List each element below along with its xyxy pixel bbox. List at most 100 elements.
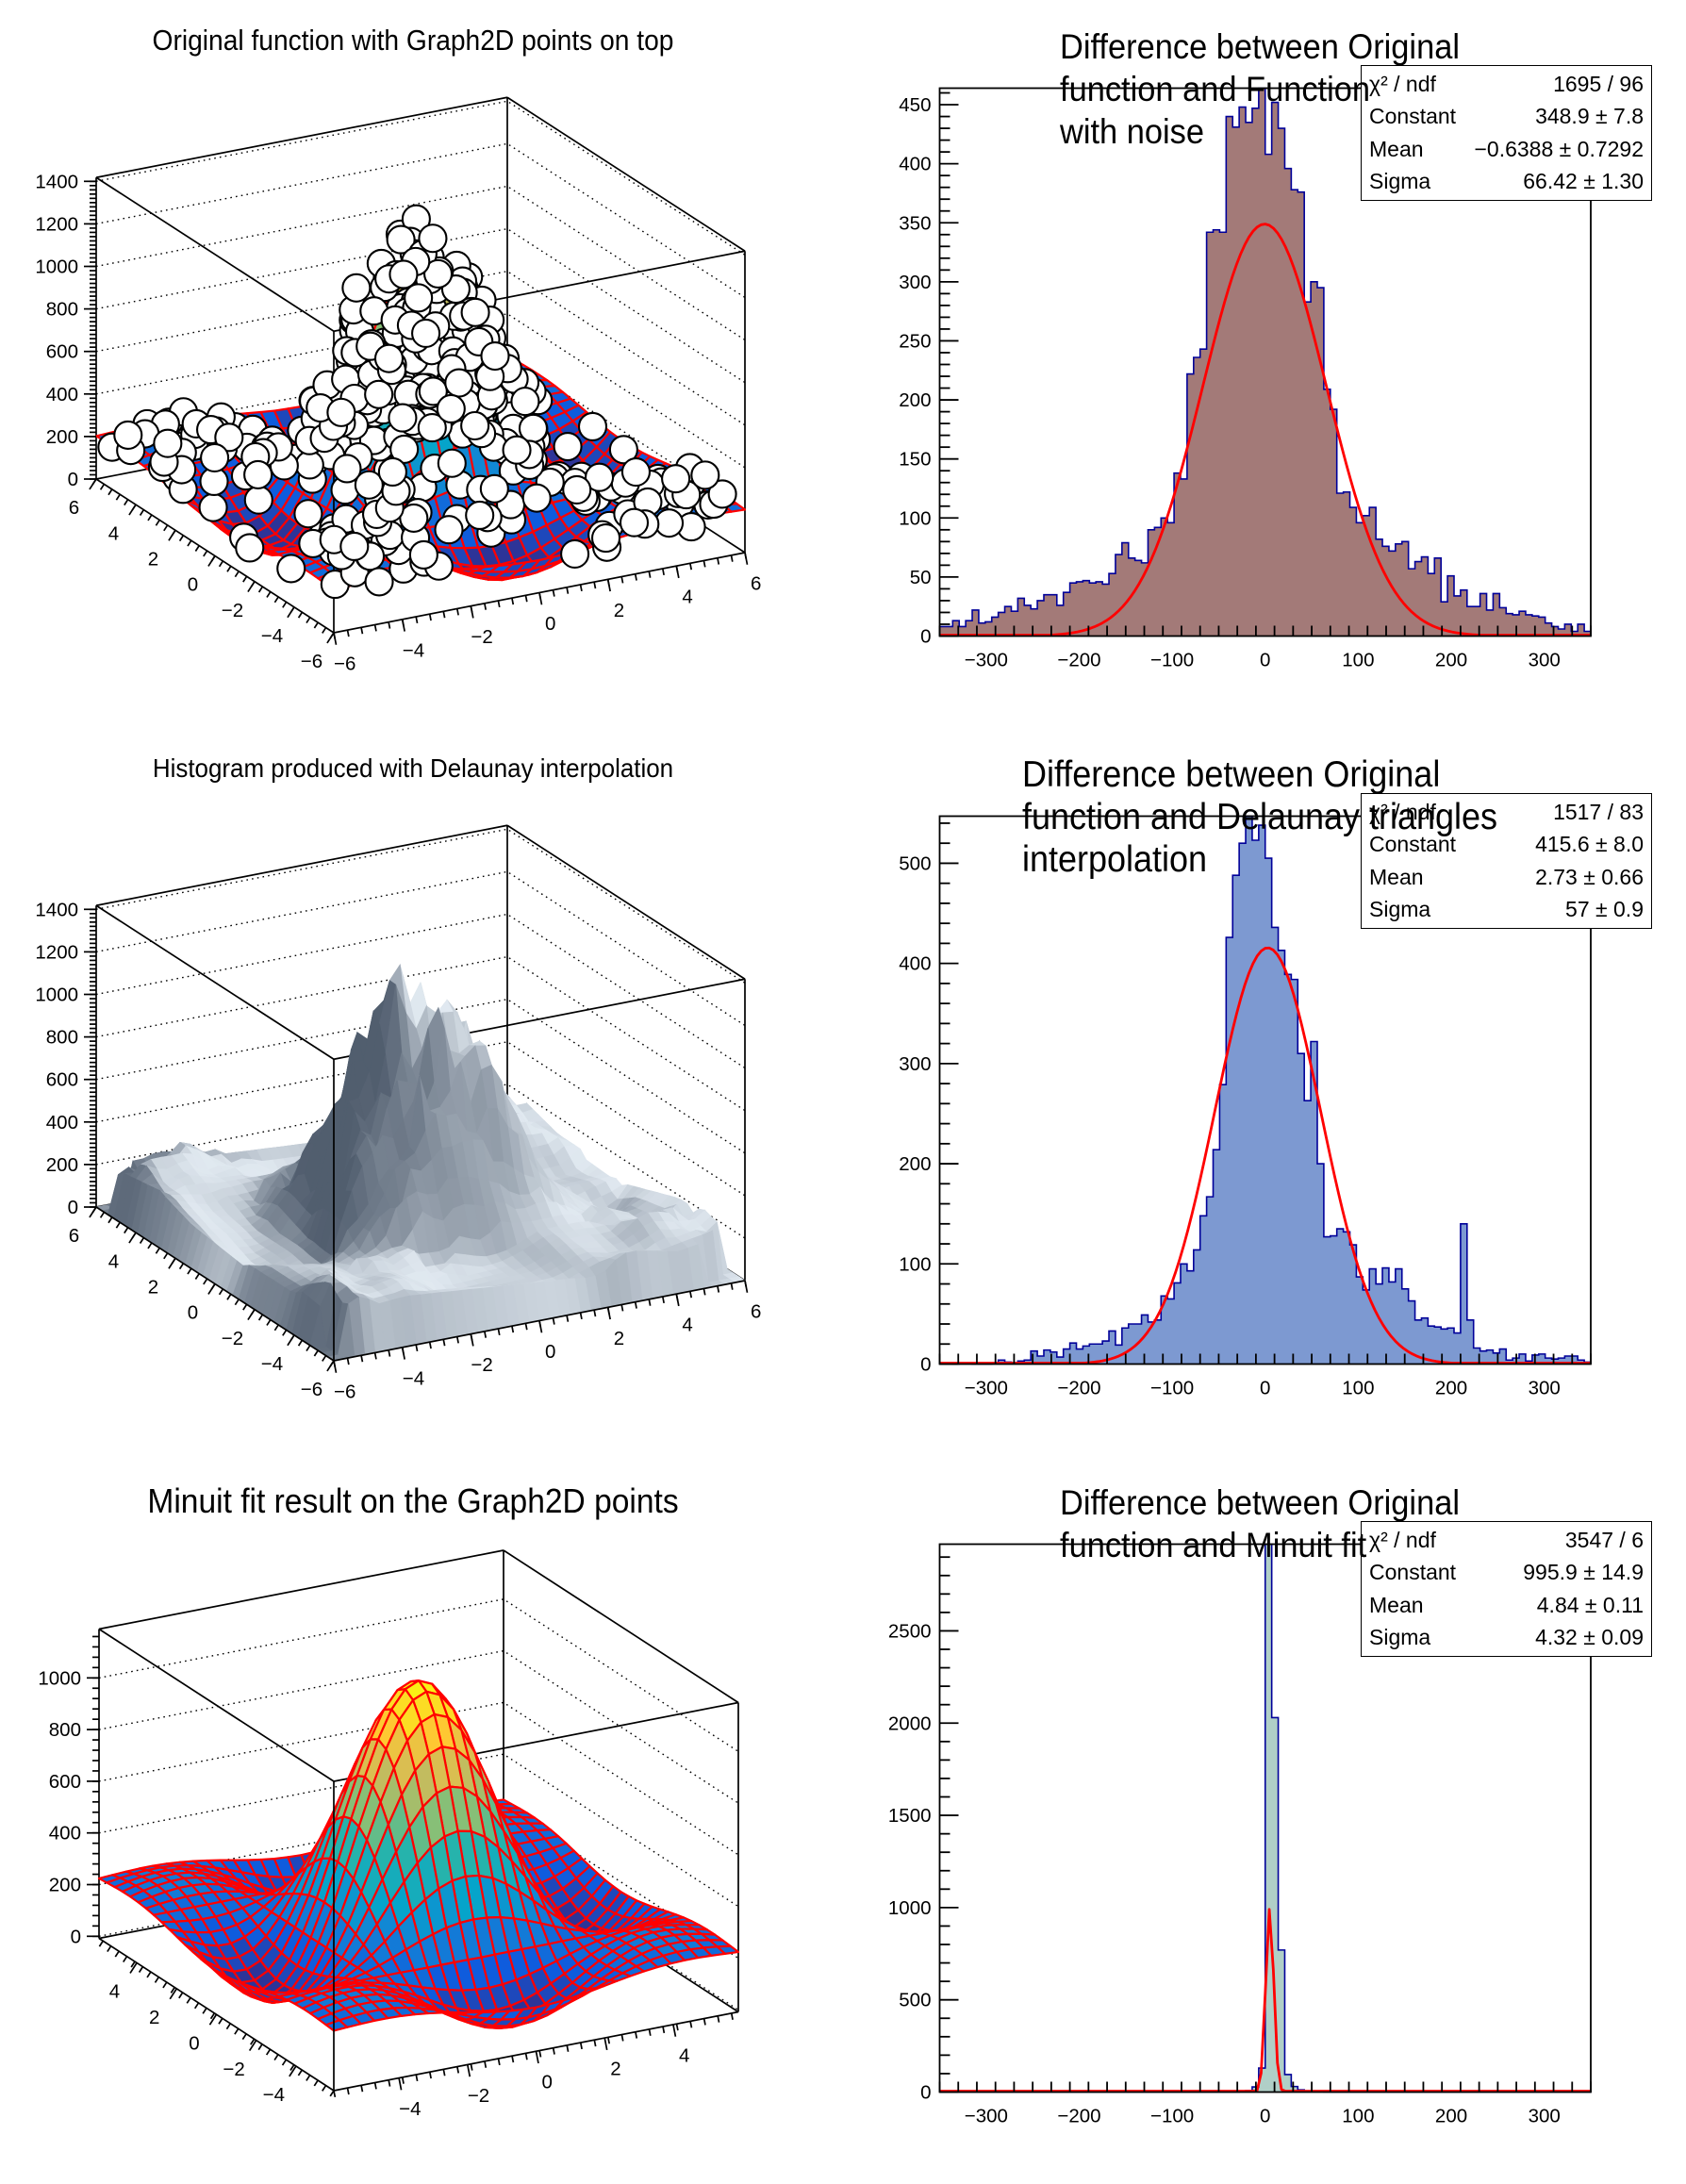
z-tick-label: 0 (68, 469, 78, 490)
tick (273, 596, 279, 604)
tick (234, 2027, 240, 2035)
tick (484, 1331, 488, 1338)
z-gridline (95, 313, 746, 469)
top-edge-2 (503, 1549, 739, 1704)
tick (247, 1309, 256, 1321)
tick (193, 2002, 200, 2010)
data-point-marker (480, 340, 510, 372)
z-gridline (95, 828, 746, 984)
tick (672, 2024, 677, 2037)
tick (306, 1345, 311, 1352)
tick (170, 1987, 175, 1994)
stats-row: Constant 415.6 ± 8.0 (1362, 832, 1651, 857)
x-tick-label: 300 (1529, 1378, 1561, 1399)
y-tick-label: −2 (471, 626, 492, 648)
tick (455, 608, 459, 616)
x-tick-label: 6 (69, 1225, 79, 1247)
data-point-marker (510, 387, 540, 417)
x-tick-label: 100 (1342, 1378, 1374, 1399)
wall-grid (95, 828, 746, 1239)
y-tick-label: 500 (899, 1990, 931, 2011)
tick (147, 1242, 153, 1249)
data-point-marker (619, 507, 650, 538)
y-tick-label: 100 (899, 507, 931, 529)
y-tick-label: 0 (920, 2082, 931, 2104)
tick (99, 1211, 106, 1218)
tick (346, 2088, 350, 2095)
data-point-marker (479, 473, 509, 504)
tick (287, 606, 295, 619)
x-tick-label: −200 (1057, 1378, 1100, 1399)
y-tick-label: 4 (682, 587, 692, 608)
y-tick-label: 1000 (888, 1897, 932, 1919)
tick (373, 1352, 377, 1360)
tick (273, 1324, 279, 1332)
x-tick-label: −100 (1150, 1378, 1194, 1399)
surface-cell (324, 2019, 349, 2032)
x-tick-label: −100 (1150, 2106, 1194, 2127)
data-point-marker (562, 474, 592, 505)
tick (98, 1940, 104, 1947)
stats-value: 2.73 ± 0.66 (1535, 864, 1644, 889)
tick (186, 1996, 191, 2004)
x-tick-label: 2 (148, 1277, 158, 1299)
stats-label: Mean (1369, 1592, 1424, 1617)
tick (456, 2066, 460, 2074)
tick (538, 1320, 543, 1333)
stats-row: Sigma 57 ± 0.9 (1362, 897, 1651, 922)
tick (115, 493, 121, 501)
pad-title-text: Minuit fit result on the Graph2D points (147, 1481, 679, 1520)
y-tick-label: 0 (542, 2072, 553, 2093)
stats-value: 1517 / 83 (1553, 799, 1644, 824)
x-tick-label: −300 (965, 2106, 1008, 2127)
tick (322, 2085, 327, 2092)
tick (168, 529, 176, 541)
tick (535, 2051, 539, 2064)
z-gridline (95, 227, 746, 384)
tick (620, 1304, 624, 1312)
top-edge-1 (95, 824, 508, 907)
x-tick-label: −200 (1057, 2106, 1100, 2127)
tick (313, 621, 319, 629)
data-point-marker (373, 343, 405, 373)
tick (114, 1950, 120, 1958)
data-point-marker (198, 492, 228, 522)
data-point-marker (560, 538, 590, 569)
tick (155, 1248, 160, 1254)
axes-3d: 6 4 2 0 −2 −4 −6 −6 −4 −2 0 2 4 6 0 200 400 600 800 1000 120… (35, 171, 761, 674)
top-edge-3 (98, 1628, 335, 1782)
z-gridline (95, 1084, 746, 1239)
tick (257, 1314, 264, 1321)
tick (89, 478, 97, 490)
stats-value: 3547 / 6 (1564, 1527, 1644, 1552)
z-tick-label: 0 (71, 1926, 81, 1947)
data-point-marker (332, 454, 362, 484)
tick (593, 582, 597, 589)
data-point-marker (620, 457, 652, 488)
data-point-marker (502, 435, 532, 465)
tick (662, 2026, 666, 2034)
data-point-marker (388, 259, 419, 290)
tick (203, 550, 208, 557)
axes-3d: 4 2 0 −2 −4 −4 −2 0 2 4 0 200 400 600 800 1000 (38, 1635, 739, 2120)
tick (538, 2050, 542, 2058)
z-tick-label: 600 (46, 1069, 78, 1091)
tick (717, 1285, 720, 1293)
axes: −300 −200 −100 0 100 200 300 0 100 200 300 400 500 (899, 822, 1592, 1399)
tick (234, 571, 240, 578)
z-gridline (95, 100, 746, 256)
tick (607, 2037, 611, 2044)
tick (306, 2075, 311, 2081)
top-edge-3 (95, 904, 335, 1060)
tick (730, 1282, 734, 1290)
pad-title-line: with noise (1060, 112, 1205, 151)
data-point-marker (404, 283, 434, 313)
tick (566, 1315, 570, 1322)
tick (511, 598, 515, 605)
tick (346, 630, 350, 637)
y-tick-label: 450 (899, 94, 931, 116)
z-tick-label: 0 (68, 1197, 78, 1218)
y-tick-label: 300 (899, 1053, 931, 1075)
tick (702, 560, 706, 568)
